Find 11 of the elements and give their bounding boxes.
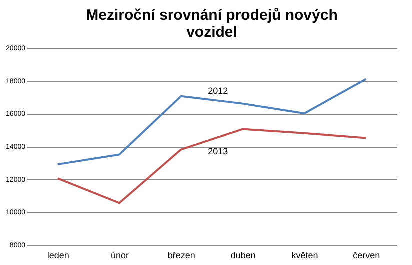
x-tick-label: duben xyxy=(230,250,256,260)
x-tick-label: leden xyxy=(47,250,70,260)
x-tick-label: březen xyxy=(168,250,196,260)
x-tick-label: únor xyxy=(110,250,130,260)
series-label: 2013 xyxy=(208,146,228,157)
line-series xyxy=(56,128,368,204)
x-tick-label: květen xyxy=(292,250,318,260)
series-label: 2012 xyxy=(208,86,228,96)
x-tick-label: červen xyxy=(353,250,380,260)
line-series xyxy=(56,78,368,166)
chart-title: Meziroční srovnání prodejů nových vozidel xyxy=(86,7,338,41)
